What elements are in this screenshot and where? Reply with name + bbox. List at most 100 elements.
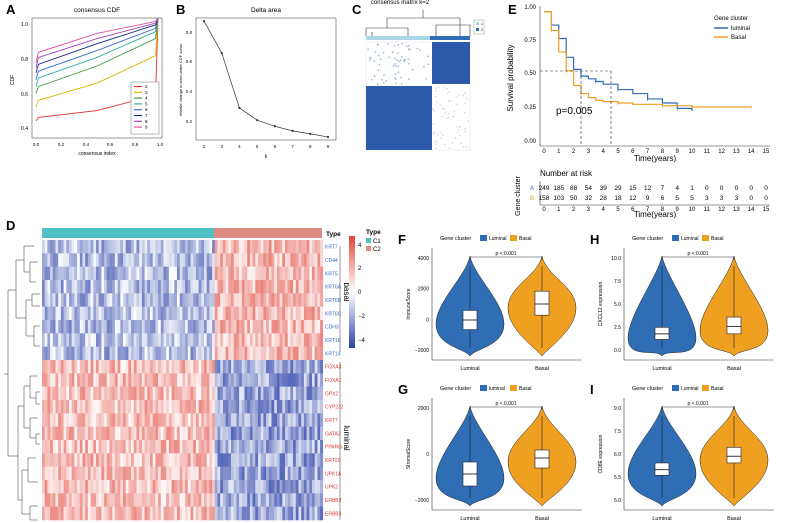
d-heat-cell [276, 373, 280, 387]
d-heat-cell [314, 506, 318, 521]
d-heat-cell [231, 480, 234, 494]
a-ytick: 1.0 [21, 22, 28, 28]
d-heat-cell [206, 360, 210, 374]
d-heat-cell [74, 493, 78, 507]
d-heat-cell [114, 400, 118, 414]
d-heat-cell [190, 320, 194, 334]
d-heat-cell [150, 240, 153, 254]
d-heat-cell [155, 493, 159, 507]
d-heat-cell [44, 333, 48, 347]
d-heat-cell [217, 360, 221, 374]
i-ytick: 5.5 [614, 475, 621, 481]
d-heat-cell [309, 360, 313, 374]
d-heat-cell [312, 346, 315, 361]
d-heat-cell [69, 453, 72, 467]
d-heat-cell [42, 400, 45, 414]
d-heat-cell [114, 440, 118, 454]
d-heat-cell [239, 266, 243, 281]
d-heat-cell [209, 240, 213, 254]
d-heat-cell [274, 453, 278, 467]
a-legend-label: 8 [145, 119, 148, 124]
d-heat-cell [98, 346, 102, 361]
d-heat-cell [303, 253, 307, 267]
d-heat-cell [233, 373, 237, 387]
d-heat-cell [120, 280, 124, 294]
d-heat-cell [136, 360, 140, 374]
d-heat-cell [309, 413, 313, 427]
d-heat-cell [306, 400, 310, 414]
d-heat-cell [98, 400, 102, 414]
d-heat-cell [249, 453, 253, 467]
d-heat-cell [220, 280, 224, 294]
d-heat-cell [201, 306, 205, 321]
d-heat-cell [249, 400, 253, 414]
d-heat-cell [117, 320, 121, 334]
d-heat-cell [63, 506, 67, 521]
d-heat-cell [133, 440, 137, 454]
d-heat-cell [268, 413, 272, 427]
d-heat-cell [104, 480, 108, 494]
d-heat-cell [128, 346, 132, 361]
d-heat-cell [87, 440, 91, 454]
d-heat-cell [236, 333, 240, 347]
c-speckle [409, 48, 411, 51]
d-heat-cell [298, 240, 302, 254]
c-speckle [411, 68, 414, 71]
d-heat-cell [204, 386, 207, 401]
d-heat-cell [228, 280, 232, 294]
d-heat-cell [187, 333, 191, 347]
d-heat-cell [298, 266, 302, 281]
d-scale-tick: −4 [358, 338, 366, 344]
d-heat-cell [82, 306, 86, 321]
d-heat-cell [287, 400, 291, 414]
e-xtick: 8 [661, 149, 665, 155]
d-heat-cell [247, 413, 251, 427]
d-heat-cell [177, 466, 180, 481]
d-heat-cell [285, 453, 288, 467]
e-xtick: 6 [631, 149, 635, 155]
d-heat-cell [155, 280, 159, 294]
d-heat-cell [96, 240, 99, 254]
d-heat-cell [190, 306, 194, 321]
d-heat-cell [177, 386, 180, 401]
d-heat-cell [287, 333, 291, 347]
e-legend-label-luminal: luminal [731, 26, 750, 32]
d-heat-cell [201, 266, 205, 281]
d-heat-cell [79, 466, 83, 481]
d-heat-cell [58, 306, 62, 321]
d-heat-cell [128, 293, 132, 307]
d-heat-cell [239, 320, 243, 334]
d-heat-cell [106, 333, 110, 347]
d-heat-cell [198, 440, 202, 454]
e-risk-value: 0 [720, 185, 724, 192]
d-heat-cell [182, 466, 186, 481]
d-heat-cell [239, 373, 243, 387]
d-heat-cell [185, 466, 189, 481]
d-heat-cell [263, 480, 267, 494]
c-speckle [451, 142, 453, 144]
d-heat-cell [133, 453, 137, 467]
d-heat-cell [241, 280, 245, 294]
d-heat-cell [50, 373, 54, 387]
d-heat-cell [187, 453, 191, 467]
panel-c-noise [367, 43, 469, 149]
d-heat-cell [214, 466, 218, 481]
panel-b-title: Delta area [251, 7, 281, 14]
d-heat-cell [214, 373, 218, 387]
d-heat-cell [295, 360, 299, 374]
d-heat-cell [120, 400, 124, 414]
d-heat-cell [55, 306, 59, 321]
d-heat-cell [133, 466, 137, 481]
d-heat-cell [258, 413, 261, 427]
d-heat-cell [193, 480, 197, 494]
d-heat-cell [109, 440, 113, 454]
c-speckle [440, 137, 442, 139]
d-heat-cell [71, 240, 75, 254]
d-heat-cell [66, 240, 70, 254]
c-speckle [408, 45, 410, 47]
d-heat-cell [98, 240, 102, 254]
d-heat-cell [74, 400, 78, 414]
d-heat-cell [287, 426, 291, 441]
d-heat-cell [44, 386, 48, 401]
d-heat-cell [87, 266, 91, 281]
